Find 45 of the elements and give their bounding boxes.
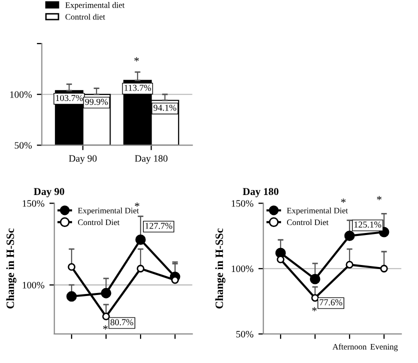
legend-label: Control diet — [65, 14, 106, 20]
point — [344, 230, 355, 242]
chart-title: Day 90 — [34, 188, 64, 198]
annotation: * — [134, 202, 140, 207]
x-tick-label: Evening — [370, 344, 398, 352]
annotation: * — [103, 325, 108, 330]
data-label: 99.9% — [85, 98, 108, 105]
y-tick-label: 150% — [232, 200, 254, 207]
point — [275, 248, 286, 258]
data-label: 127.7% — [145, 222, 172, 229]
data-label: 94.1% — [154, 104, 176, 111]
chart-title: Day 180 — [242, 188, 278, 198]
y-tick-label: 50% — [236, 330, 254, 338]
point — [380, 264, 388, 272]
point — [66, 291, 77, 302]
y-tick-label: 50% — [14, 142, 32, 149]
y-tick-label: 150% — [22, 200, 44, 207]
point — [100, 288, 112, 298]
legend-label: Experimental Diet — [78, 207, 139, 216]
point — [135, 234, 146, 245]
data-label: 113.7% — [124, 84, 151, 91]
y-tick-label: 100% — [232, 266, 254, 272]
point — [102, 312, 110, 320]
data-label: 103.7% — [56, 94, 83, 102]
point — [311, 294, 319, 302]
point — [68, 263, 76, 271]
point — [310, 274, 320, 284]
data-label: 80.7% — [110, 319, 134, 326]
x-tick-label: Afternoon — [332, 344, 367, 350]
y-tick-label: 100% — [10, 91, 32, 98]
point — [136, 264, 144, 272]
data-label: 125.1% — [354, 222, 382, 228]
annotation: * — [312, 307, 317, 312]
point — [346, 260, 354, 269]
y-axis-title: Change in H-SSc — [6, 228, 16, 309]
legend-label: Control Diet — [287, 219, 329, 226]
y-axis-title: Change in H-SSc — [215, 228, 226, 309]
text: * — [376, 196, 382, 200]
legend-label: Experimental diet — [65, 2, 125, 10]
legend-label: Experimental Diet — [286, 207, 348, 216]
data-label: 77.6% — [320, 299, 342, 306]
legend-label: Control Diet — [78, 219, 120, 226]
text: * — [341, 198, 346, 203]
y-tick-label: 100% — [22, 282, 44, 288]
annotation: * — [134, 57, 139, 62]
